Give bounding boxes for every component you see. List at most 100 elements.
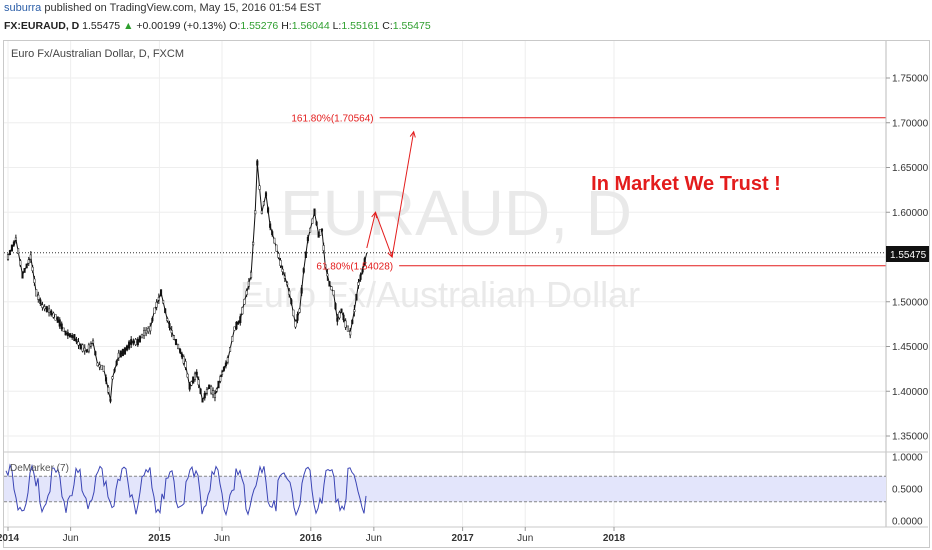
candle-body	[172, 335, 175, 340]
candle-body	[313, 208, 316, 216]
candle-body	[147, 328, 150, 333]
candle-body	[85, 349, 88, 353]
y-tick-label: 1.65000	[892, 163, 929, 174]
candle-body	[359, 274, 362, 280]
candle-body	[247, 281, 250, 287]
high-label: H:	[281, 20, 292, 32]
projection-arrows	[366, 130, 416, 259]
candle-body	[302, 268, 305, 273]
y-tick-label: 1.40000	[892, 387, 929, 398]
candle-body	[311, 218, 314, 224]
candle-body	[190, 381, 193, 386]
candle-body	[123, 347, 127, 355]
candle-body	[264, 192, 268, 197]
candle-body	[245, 290, 248, 295]
candle-body	[243, 298, 246, 305]
candle-body	[273, 237, 276, 244]
candle-body	[140, 333, 144, 339]
candle-body	[252, 242, 255, 246]
open-value: 1.55276	[240, 20, 279, 32]
candle-body	[33, 278, 36, 283]
candle-body	[162, 300, 165, 304]
candle-body	[168, 323, 171, 329]
osc-tick-label: 0.5000	[892, 485, 923, 496]
candle-body	[296, 314, 299, 321]
candle-body	[294, 320, 297, 328]
watermark-symbol: EURAUD, D	[280, 177, 632, 249]
candle-body	[64, 330, 67, 336]
candle-body	[283, 275, 286, 279]
candle-body	[100, 364, 103, 370]
candle-body	[203, 393, 206, 399]
author-link[interactable]: suburra	[4, 2, 42, 14]
candle-body	[184, 361, 187, 368]
chart-frame	[3, 40, 930, 548]
candle-body	[132, 340, 135, 344]
candle-body	[21, 271, 24, 279]
time-axis[interactable]: 2014 Jun 2015 Jun 2016 Jun 2017 Jun 2018	[0, 527, 626, 544]
candle-body	[322, 245, 325, 251]
candle-body	[170, 330, 173, 334]
candle-body	[45, 306, 48, 313]
candle-body	[94, 351, 97, 356]
watermark-name: Euro Fx/Australian Dollar	[240, 274, 640, 315]
candle-body	[19, 260, 22, 266]
candle-body	[220, 371, 224, 375]
candle-body	[288, 290, 291, 295]
candle-body	[164, 308, 167, 313]
candle-body	[213, 393, 217, 398]
fib-label: 61.80%(1.54028)	[316, 262, 393, 273]
candle-body	[180, 353, 183, 358]
candle-body	[217, 380, 220, 389]
candle-body	[62, 327, 65, 332]
x-tick-label: Jun	[214, 533, 230, 544]
candle-body	[50, 310, 53, 316]
osc-tick-label: 1.0000	[892, 453, 923, 464]
candle-body	[300, 287, 303, 294]
candle-body	[344, 320, 347, 328]
high-value: 1.56044	[291, 20, 330, 32]
candle-body	[317, 231, 320, 238]
y-tick-label: 1.60000	[892, 208, 929, 219]
osc-tick-label: 0.0000	[892, 517, 923, 528]
candle-body	[298, 308, 301, 313]
candle-body	[215, 388, 218, 392]
symbol-label[interactable]: FX:EURAUD, D	[4, 20, 80, 32]
candle-body	[332, 290, 335, 296]
close-label: C:	[382, 20, 393, 32]
candle-body	[79, 343, 82, 350]
candle-body	[262, 201, 265, 206]
candle-body	[233, 326, 236, 331]
candle-body	[334, 303, 337, 310]
candle-body	[87, 344, 90, 352]
candle-body	[27, 259, 30, 264]
candle-body	[160, 289, 163, 297]
published-text: published on TradingView.com, May 15, 20…	[44, 2, 322, 14]
candle-body	[83, 347, 86, 352]
projection-segment	[366, 212, 376, 249]
candle-body	[119, 350, 122, 358]
candle-body	[357, 282, 360, 286]
candle-body	[231, 336, 234, 342]
candle-body	[48, 308, 51, 313]
candle-body	[211, 390, 215, 396]
candle-body	[201, 397, 204, 403]
candle-body	[338, 312, 341, 319]
candle-body	[277, 253, 280, 258]
candle-body	[102, 365, 105, 373]
candle-body	[25, 263, 28, 269]
candle-body	[269, 223, 272, 228]
open-label: O:	[229, 20, 241, 32]
candle-body	[96, 362, 99, 367]
y-tick-label: 1.45000	[892, 342, 929, 353]
candle-body	[304, 251, 307, 259]
x-tick-label: 2016	[300, 533, 323, 544]
candle-body	[250, 271, 253, 278]
up-arrow-icon: ▲	[123, 20, 134, 32]
candle-body	[58, 319, 61, 327]
candle-body	[134, 339, 137, 345]
candle-body	[188, 384, 191, 390]
candle-body	[199, 388, 202, 394]
candle-body	[286, 282, 289, 286]
